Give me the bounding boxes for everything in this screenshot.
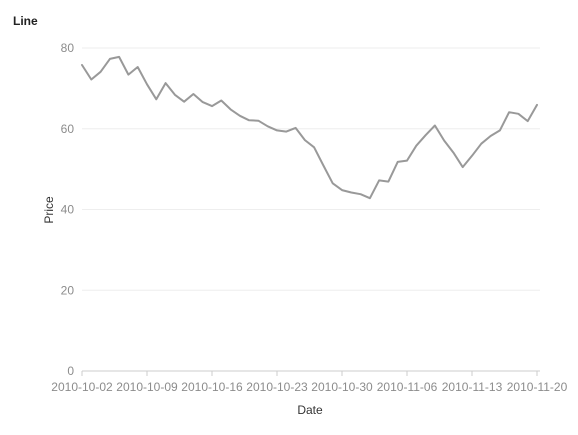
- x-tick-label: 2010-10-30: [311, 380, 373, 394]
- chart-title: Line: [13, 14, 38, 28]
- x-axis-title: Date: [297, 403, 323, 417]
- x-tick-label: 2010-10-16: [181, 380, 243, 394]
- x-tick-label: 2010-11-20: [507, 380, 568, 394]
- x-tick-label: 2010-10-02: [51, 380, 113, 394]
- y-tick-label: 0: [67, 364, 74, 378]
- y-tick-label: 40: [61, 203, 75, 217]
- x-tick-label: 2010-11-06: [377, 380, 438, 394]
- y-axis-title: Price: [42, 196, 56, 224]
- y-tick-label: 20: [61, 283, 75, 297]
- price-series-line: [81, 55, 538, 200]
- y-tick-label: 80: [61, 41, 75, 55]
- x-tick-label: 2010-11-13: [442, 380, 503, 394]
- x-tick-label: 2010-10-23: [246, 380, 308, 394]
- x-tick-label: 2010-10-09: [116, 380, 178, 394]
- y-tick-label: 60: [61, 122, 75, 136]
